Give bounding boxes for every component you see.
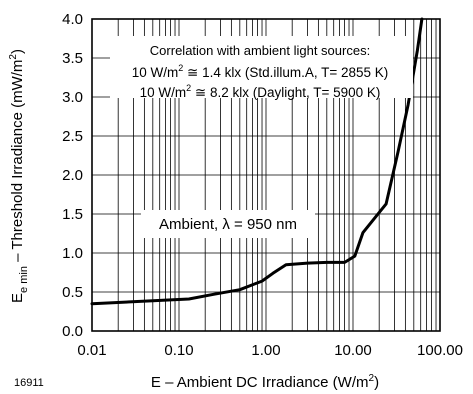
x-tick-label: 0.01 (77, 342, 106, 359)
y-tick-labels: 0.0 0.5 1.0 1.5 2.0 2.5 3.0 3.5 4.0 (62, 11, 83, 340)
y-axis-title: Ee min – Threshold Irradiance (mW/m2) (8, 49, 30, 303)
y-tick-label: 0.0 (62, 323, 83, 340)
plot-frame (91, 18, 441, 332)
y-tick-label: 2.0 (62, 167, 83, 184)
x-tick-label: 1.00 (251, 342, 280, 359)
x-tick-labels: 0.01 0.10 1.00 10.00 100.00 (77, 342, 463, 359)
ambient-label-box (141, 210, 315, 238)
x-tick-label: 10.00 (334, 342, 372, 359)
y-tick-label: 1.5 (62, 206, 83, 223)
y-tick-label: 2.5 (62, 128, 83, 145)
y-tick-label: 3.5 (62, 50, 83, 67)
y-tick-label: 1.0 (62, 245, 83, 262)
figure-id: 16911 (14, 377, 44, 389)
threshold-curve (90, 17, 424, 306)
ambient-label: Ambient, λ = 950 nm (159, 216, 297, 233)
x-tick-label: 0.10 (164, 342, 193, 359)
annotation-box (110, 36, 413, 98)
x-axis-title: E – Ambient DC Irradiance (W/m2) (151, 373, 379, 391)
x-tick-label: 100.00 (417, 342, 463, 359)
annotation-line-2: 10 W/m2 ≅ 8.2 klx (Daylight, T= 5900 K) (140, 83, 381, 100)
annotation-line-1: 10 W/m2 ≅ 1.4 klx (Std.illum.A, T= 2855 … (132, 63, 389, 80)
y-tick-label: 3.0 (62, 89, 83, 106)
y-tick-label: 0.5 (62, 284, 83, 301)
y-tick-label: 4.0 (62, 11, 83, 28)
annotation-title: Correlation with ambient light sources: (150, 43, 370, 58)
